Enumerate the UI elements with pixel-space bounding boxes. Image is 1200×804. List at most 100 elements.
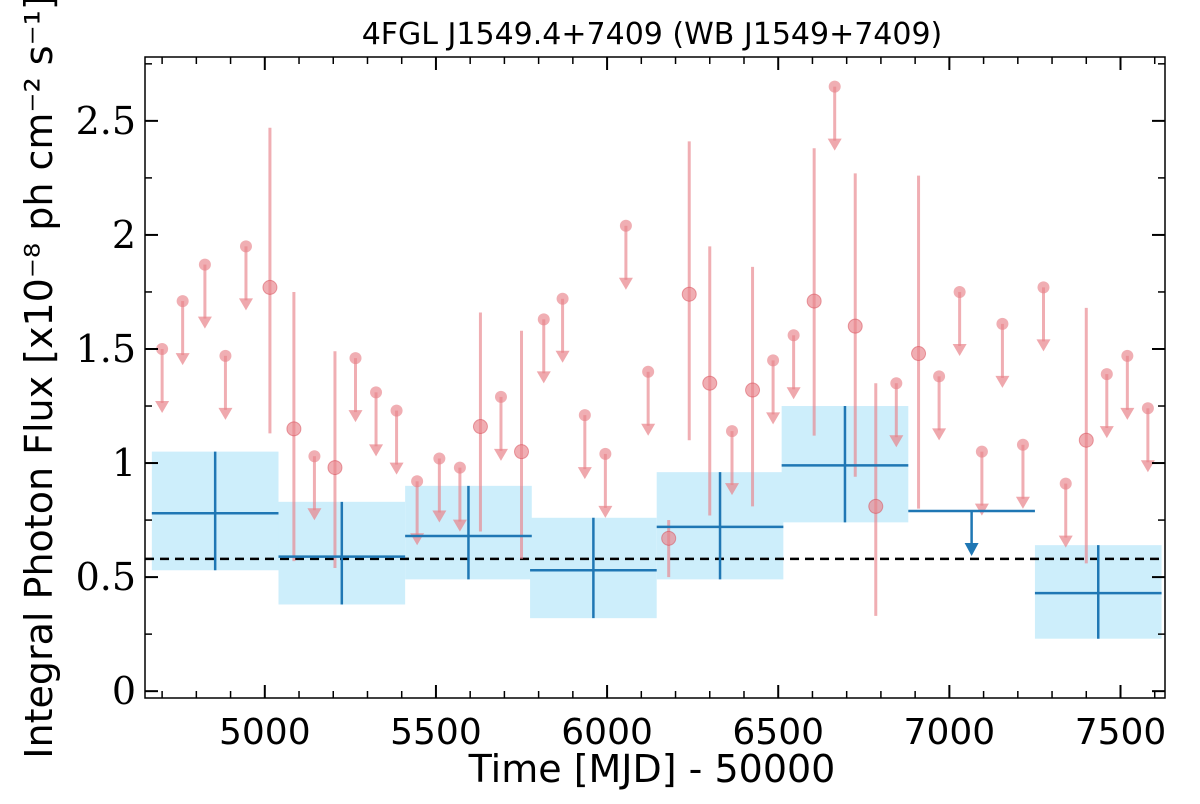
fine-upper-limit-arrowhead xyxy=(952,343,967,356)
fine-upper-limit-arrowhead xyxy=(995,375,1010,388)
fine-upper-limit-point xyxy=(578,409,591,422)
fine-detection-point xyxy=(472,419,488,435)
axis-ticks: 5000 5500 6000 6500 7000 7500 0 0.5 1 1.5 2 2.5 xyxy=(76,57,1167,753)
fine-upper-limit-point xyxy=(619,219,632,232)
fine-detection-point xyxy=(1078,432,1094,448)
y-axis-label: Integral Photon Flux [x10⁻⁸ ph cm⁻² s⁻¹] xyxy=(17,0,61,759)
fine-upper-limit-point xyxy=(1016,438,1029,451)
fine-upper-limit-point xyxy=(767,354,780,367)
fine-upper-limit-point xyxy=(890,377,903,390)
fine-upper-limit-arrowhead xyxy=(618,277,633,290)
fine-detection-point xyxy=(702,375,718,391)
fine-upper-limit-arrowhead xyxy=(1015,496,1030,509)
x-tick-label: 6000 xyxy=(561,712,653,753)
fine-upper-limit-arrowhead xyxy=(786,387,801,400)
chart-title: 4FGL J1549.4+7409 (WB J1549+7409) xyxy=(362,17,943,52)
y-tick-label: 1 xyxy=(112,441,136,485)
fine-upper-limit-arrowhead xyxy=(493,448,508,461)
y-tick-label: 0.5 xyxy=(76,555,136,599)
fine-upper-limit-arrowhead xyxy=(432,510,447,523)
fine-upper-limit-arrowhead xyxy=(577,467,592,480)
fine-upper-limit-arrowhead xyxy=(389,462,404,475)
x-tick-label: 6500 xyxy=(732,712,824,753)
fine-upper-limit-point xyxy=(787,329,800,342)
fine-upper-limit-point xyxy=(494,390,507,403)
fine-detection-point xyxy=(847,318,863,334)
fine-detection-point xyxy=(286,421,302,437)
fine-upper-limit-point xyxy=(239,240,252,253)
fine-upper-limit-point xyxy=(933,370,946,383)
fine-upper-limit-arrowhead xyxy=(307,508,322,521)
fine-upper-limit-point xyxy=(1121,349,1134,362)
x-axis-label: Time [MJD] - 50000 xyxy=(468,747,836,791)
plot-area xyxy=(145,80,1165,639)
fine-detection-point xyxy=(661,530,677,546)
fine-upper-limit-point xyxy=(308,450,321,463)
coarse-upper-limit-arrowhead xyxy=(964,542,979,556)
fine-upper-limit-point xyxy=(198,258,211,271)
fine-upper-limit-point xyxy=(156,342,169,355)
x-tick-label: 7000 xyxy=(904,712,996,753)
fine-upper-limit-arrowhead xyxy=(452,519,467,532)
fine-detection-point xyxy=(745,382,761,398)
fine-upper-limit-point xyxy=(537,313,550,326)
fine-detection-point xyxy=(911,346,927,362)
fine-upper-limit-point xyxy=(390,404,403,417)
fine-upper-limit-point xyxy=(996,317,1009,330)
fine-upper-limit-point xyxy=(726,425,739,438)
x-tick-label: 5500 xyxy=(390,712,482,753)
fine-upper-limit-arrowhead xyxy=(369,444,384,457)
fine-upper-limit-point xyxy=(370,386,383,399)
fine-upper-limit-point xyxy=(1059,477,1072,490)
fine-detection-point xyxy=(806,293,822,309)
fine-upper-limit-point xyxy=(1100,368,1113,381)
fine-upper-limit-arrowhead xyxy=(197,316,212,329)
fine-upper-limit-arrowhead xyxy=(598,505,613,518)
fine-upper-limit-point xyxy=(349,352,362,365)
fine-upper-limit-arrowhead xyxy=(348,410,363,423)
y-tick-label: 0 xyxy=(112,669,136,713)
fine-upper-limit-arrowhead xyxy=(218,407,233,420)
fine-upper-limit-point xyxy=(642,365,655,378)
fine-upper-limit-arrowhead xyxy=(555,350,570,363)
fine-upper-limit-arrowhead xyxy=(536,371,551,384)
fine-detection-point xyxy=(262,279,278,295)
fine-upper-limit-point xyxy=(599,447,612,460)
fine-detection-point xyxy=(868,498,884,514)
fine-upper-limit-arrowhead xyxy=(1140,460,1155,473)
fine-upper-limit-arrowhead xyxy=(1058,535,1073,548)
fine-upper-limit-arrowhead xyxy=(1036,339,1051,352)
fine-upper-limit-arrowhead xyxy=(641,423,656,436)
plot-frame xyxy=(144,56,1166,699)
y-tick-label: 2.5 xyxy=(76,99,136,143)
fine-upper-limit-arrowhead xyxy=(175,353,190,366)
fine-upper-limit-point xyxy=(975,445,988,458)
fine-detection-point xyxy=(327,460,343,476)
fine-upper-limit-arrowhead xyxy=(827,138,842,151)
fine-upper-limit-point xyxy=(176,295,189,308)
fine-upper-limit-point xyxy=(453,461,466,474)
fine-upper-limit-arrowhead xyxy=(766,412,781,425)
fine-upper-limit-point xyxy=(219,349,232,362)
fine-upper-limit-arrowhead xyxy=(932,428,947,441)
fine-upper-limit-arrowhead xyxy=(1099,426,1114,439)
fine-upper-limit-arrowhead xyxy=(725,483,740,496)
fine-upper-limit-point xyxy=(433,452,446,465)
fine-upper-limit-point xyxy=(828,80,841,93)
fine-detection-point xyxy=(681,286,697,302)
y-tick-label: 1.5 xyxy=(76,327,136,371)
fine-upper-limit-arrowhead xyxy=(974,503,989,516)
fine-detection-point xyxy=(514,444,530,460)
fine-upper-limit-point xyxy=(556,292,569,305)
fine-upper-limit-point xyxy=(1037,281,1050,294)
fine-upper-limit-arrowhead xyxy=(238,298,253,311)
fine-upper-limit-arrowhead xyxy=(889,435,904,448)
x-tick-label: 5000 xyxy=(219,712,311,753)
y-tick-label: 2 xyxy=(112,213,136,257)
fine-upper-limit-point xyxy=(1141,402,1154,415)
x-tick-label: 7500 xyxy=(1075,712,1167,753)
fine-upper-limit-arrowhead xyxy=(155,400,170,413)
fine-upper-limit-point xyxy=(411,475,424,488)
